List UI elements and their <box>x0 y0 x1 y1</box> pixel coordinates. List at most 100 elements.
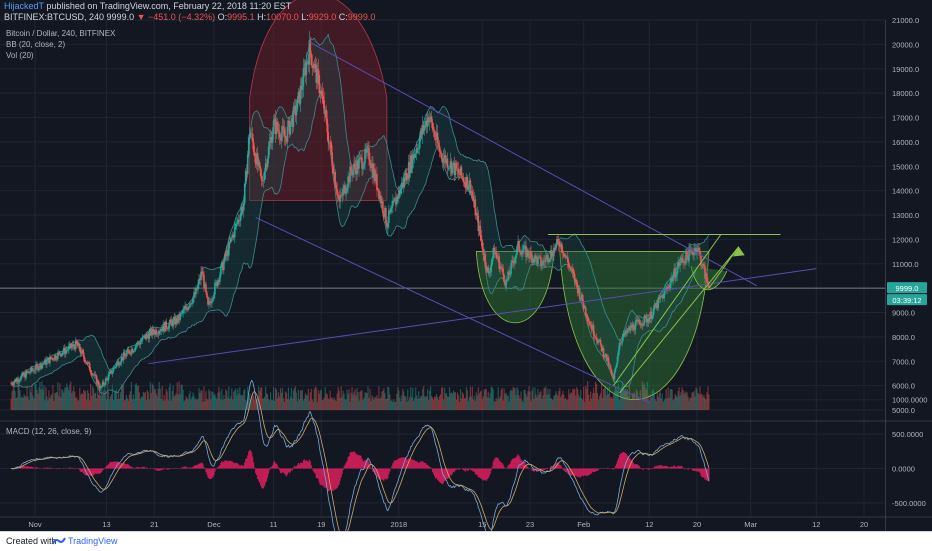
candle-body <box>136 345 138 346</box>
candle-body <box>116 364 118 367</box>
candle-body <box>18 381 20 382</box>
publish-info: published on TradingView.com, February 2… <box>46 1 291 11</box>
candle-body <box>223 261 225 270</box>
bb-legend[interactable]: BB (20, close, 2) <box>6 40 65 49</box>
candle-body <box>346 188 348 191</box>
candle-body <box>212 299 214 300</box>
candle-body <box>441 154 443 159</box>
macd-tick-label: 500.0000 <box>892 430 923 439</box>
macd-histogram-bar <box>74 469 75 470</box>
candle-body <box>235 224 237 227</box>
candle-body <box>491 258 493 264</box>
candle-body <box>267 158 269 167</box>
countdown-badge-label: 03:39:12 <box>892 296 921 305</box>
candle-body <box>243 203 245 210</box>
created-with-label: Created with <box>6 536 57 546</box>
candle-body <box>368 148 370 160</box>
macd-histogram-bar <box>150 468 151 469</box>
candle-body <box>281 133 283 140</box>
candle-body <box>490 264 492 271</box>
publish-line: HijackedT published on TradingView.com, … <box>4 1 291 11</box>
macd-histogram-bar <box>253 462 254 468</box>
candle-body <box>327 132 329 142</box>
candle-body <box>155 330 157 334</box>
candle-body <box>287 127 289 142</box>
candle-body <box>68 346 70 350</box>
candle-body <box>622 338 624 343</box>
candle-body <box>484 254 486 265</box>
candle-body <box>337 195 339 196</box>
candle-body <box>293 107 295 127</box>
candle-body <box>248 137 250 154</box>
candle-body <box>669 283 671 288</box>
candle-body <box>518 241 520 250</box>
macd-histogram-bar <box>613 469 614 470</box>
candle-body <box>639 320 641 323</box>
candle-body <box>576 280 578 285</box>
candle-body <box>206 292 208 297</box>
candle-body <box>83 353 85 358</box>
candle-body <box>159 331 161 332</box>
candle-body <box>519 250 521 252</box>
price-tick-label: 12000.0 <box>892 235 919 244</box>
candle-body <box>98 381 100 386</box>
macd-histogram-bar <box>343 469 344 471</box>
candle-body <box>502 268 504 274</box>
price-tick-label: 16000.0 <box>892 138 919 147</box>
candle-body <box>429 120 431 122</box>
candle-body <box>113 368 115 371</box>
candle-body <box>362 168 364 169</box>
candle-body <box>115 367 117 368</box>
price-tick-label: 17000.0 <box>892 114 919 123</box>
candle-body <box>230 238 232 242</box>
candle-body <box>633 324 635 329</box>
candle-body <box>667 287 669 288</box>
price-tick-label: 13000.0 <box>892 211 919 220</box>
macd-histogram-bar <box>254 468 255 469</box>
candle-body <box>579 288 581 299</box>
series-title[interactable]: Bitcoin / Dollar, 240, BITFINEX <box>6 29 115 38</box>
candle-body <box>643 324 645 326</box>
candle-body <box>334 172 336 185</box>
high-value: 10070.0 <box>266 12 299 22</box>
candle-body <box>614 372 616 379</box>
candle-body <box>52 358 54 359</box>
candle-body <box>612 374 614 376</box>
candle-body <box>652 310 654 317</box>
candle-body <box>675 275 677 277</box>
vol-legend[interactable]: Vol (20) <box>6 51 34 60</box>
candle-body <box>321 91 323 97</box>
time-tick-label: Mar <box>744 520 757 529</box>
candle-body <box>143 337 145 338</box>
macd-histogram-bar <box>649 469 650 470</box>
candle-body <box>561 243 563 251</box>
candle-body <box>140 342 142 345</box>
candle-body <box>85 362 87 363</box>
candle-body <box>369 159 371 164</box>
macd-histogram-bar <box>311 465 312 468</box>
macd-tick-label: 1000.0000 <box>892 396 927 405</box>
price-tick-label: 8000.0 <box>892 333 915 342</box>
macd-histogram-bar <box>56 469 57 470</box>
author-link[interactable]: HijackedT <box>4 1 44 11</box>
candle-body <box>285 136 287 138</box>
candle-body <box>382 201 384 213</box>
candle-body <box>179 314 181 320</box>
tradingview-link[interactable]: TradingView <box>68 536 118 546</box>
candle-body <box>331 153 333 166</box>
candle-body <box>252 134 254 142</box>
candle-body <box>345 191 347 193</box>
macd-histogram-bar <box>430 467 431 468</box>
candle-body <box>506 279 508 280</box>
time-tick-label: 20 <box>860 520 868 529</box>
macd-legend[interactable]: MACD (12, 26, close, 9) <box>6 427 91 436</box>
candle-body <box>318 75 320 93</box>
price-tick-label: 14000.0 <box>892 187 919 196</box>
candle-body <box>165 322 167 329</box>
candle-body <box>38 368 40 370</box>
candle-body <box>297 99 299 110</box>
candle-body <box>296 109 298 115</box>
candle-body <box>548 261 550 262</box>
macd-histogram-bar <box>147 468 148 469</box>
